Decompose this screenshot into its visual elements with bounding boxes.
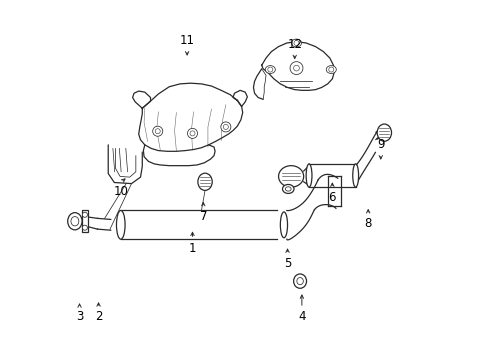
Polygon shape (139, 83, 242, 151)
Text: 8: 8 (364, 217, 371, 230)
Ellipse shape (278, 166, 303, 187)
Ellipse shape (291, 39, 301, 47)
Ellipse shape (71, 217, 79, 226)
Polygon shape (132, 91, 150, 108)
Ellipse shape (352, 164, 358, 187)
Text: 12: 12 (286, 38, 302, 51)
Circle shape (267, 67, 272, 72)
Polygon shape (261, 41, 333, 90)
Text: 1: 1 (188, 242, 196, 255)
Ellipse shape (67, 213, 82, 230)
Text: 7: 7 (199, 210, 206, 223)
Ellipse shape (198, 173, 212, 190)
Text: 10: 10 (113, 185, 128, 198)
Text: 3: 3 (76, 310, 83, 324)
Circle shape (190, 131, 195, 136)
Polygon shape (233, 90, 247, 107)
Circle shape (223, 125, 228, 130)
Text: 6: 6 (328, 191, 335, 204)
Ellipse shape (296, 278, 303, 285)
Ellipse shape (282, 184, 293, 193)
Circle shape (328, 67, 333, 72)
Text: 4: 4 (298, 310, 305, 324)
Polygon shape (143, 145, 215, 166)
Text: 11: 11 (179, 34, 194, 48)
Text: 2: 2 (95, 310, 102, 324)
Ellipse shape (285, 187, 290, 191)
Circle shape (221, 122, 230, 132)
Ellipse shape (265, 66, 275, 73)
Ellipse shape (116, 211, 125, 239)
Circle shape (155, 129, 160, 134)
Ellipse shape (325, 66, 336, 73)
Ellipse shape (293, 274, 306, 288)
Circle shape (82, 212, 87, 217)
Circle shape (82, 225, 87, 230)
Circle shape (293, 65, 299, 71)
Text: 9: 9 (376, 138, 384, 151)
Ellipse shape (280, 212, 287, 238)
Circle shape (187, 129, 197, 138)
Bar (81, 211, 88, 232)
Ellipse shape (376, 124, 391, 141)
Circle shape (152, 126, 163, 136)
Circle shape (293, 41, 298, 45)
Circle shape (289, 62, 303, 75)
Ellipse shape (305, 164, 311, 187)
Text: 5: 5 (283, 257, 291, 270)
